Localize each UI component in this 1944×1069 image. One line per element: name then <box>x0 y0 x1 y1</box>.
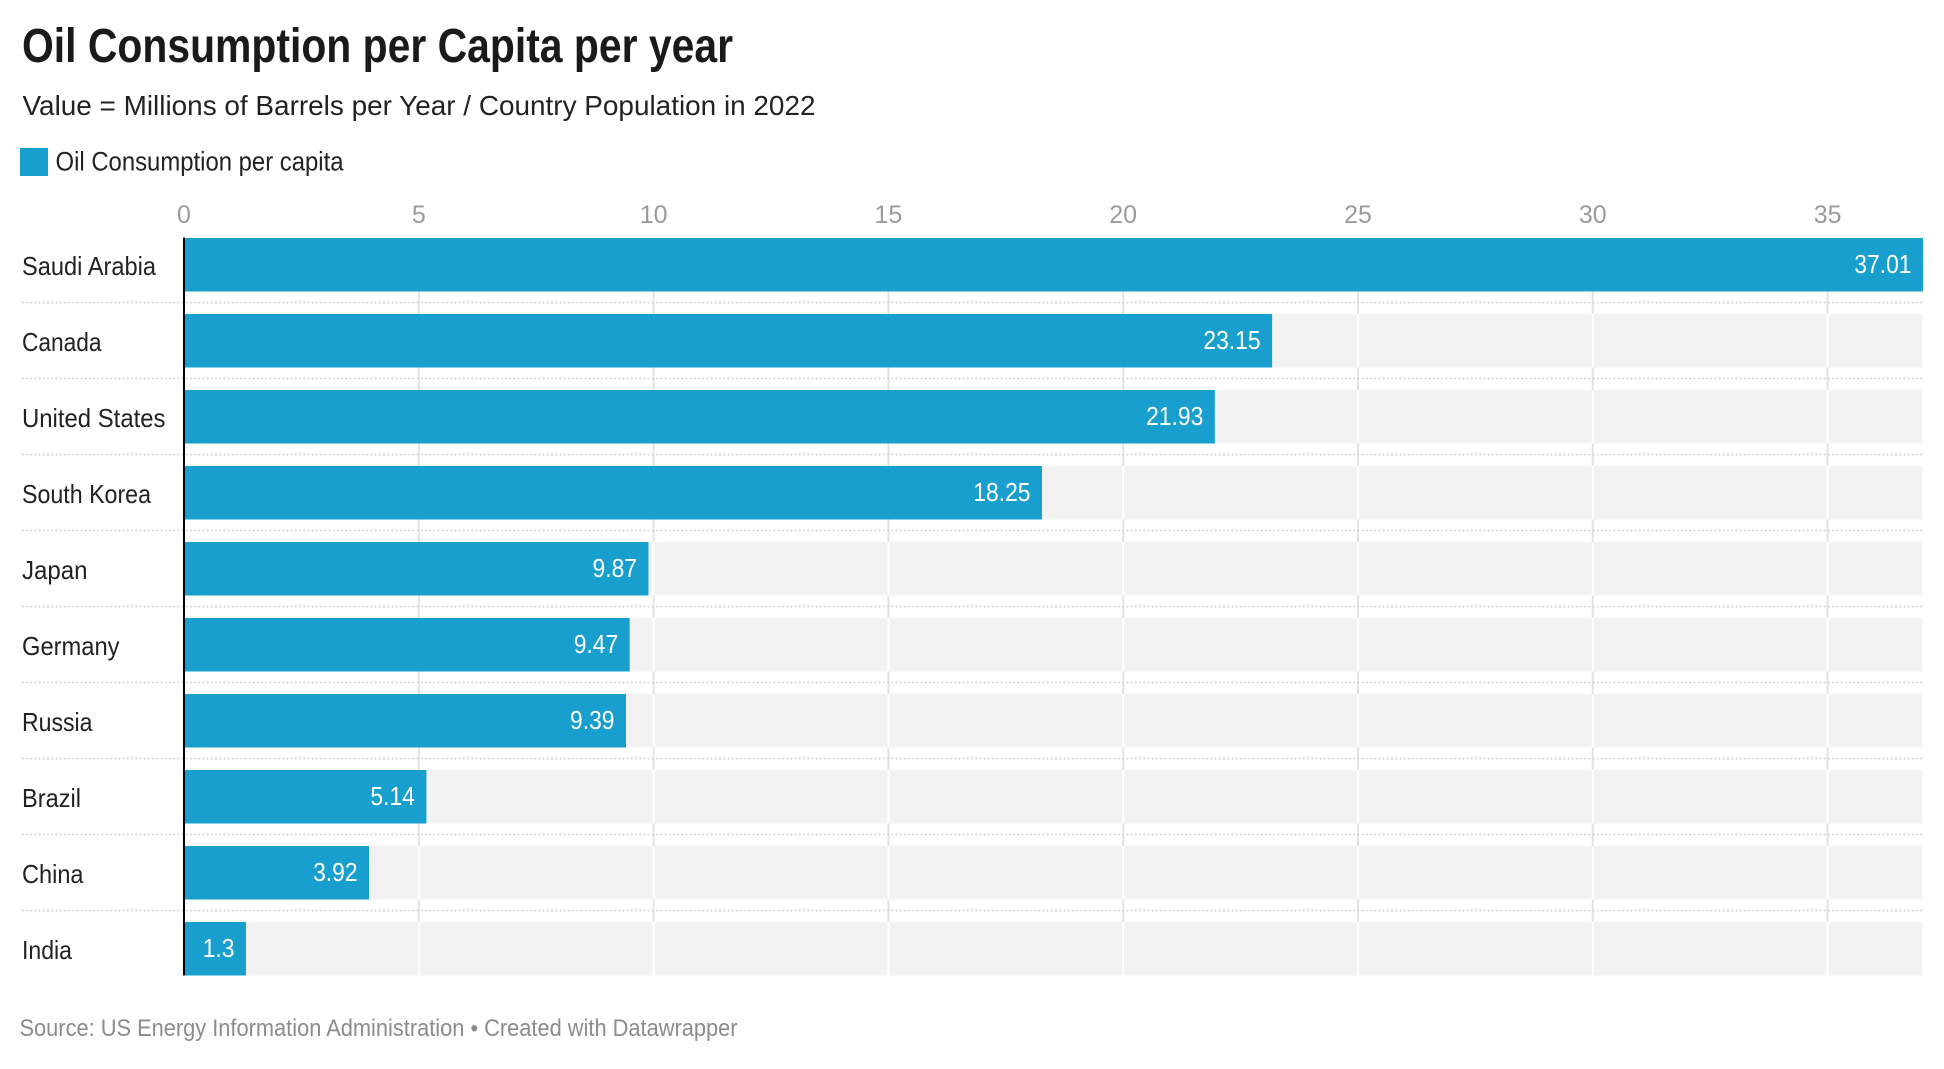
svg-text:23.15: 23.15 <box>1203 325 1260 355</box>
svg-text:Japan: Japan <box>22 555 88 585</box>
svg-text:21.93: 21.93 <box>1146 401 1203 431</box>
svg-text:Saudi Arabia: Saudi Arabia <box>22 251 156 281</box>
svg-text:9.87: 9.87 <box>593 553 638 583</box>
svg-text:30: 30 <box>1579 201 1607 229</box>
svg-text:Oil Consumption per Capita per: Oil Consumption per Capita per year <box>22 20 733 73</box>
svg-text:5.14: 5.14 <box>370 781 415 811</box>
svg-text:Value = Millions of Barrels pe: Value = Millions of Barrels per Year / C… <box>23 90 816 121</box>
svg-text:3.92: 3.92 <box>313 857 358 887</box>
svg-text:Source: US Energy Information: Source: US Energy Information Administra… <box>20 1015 738 1042</box>
svg-text:18.25: 18.25 <box>973 477 1030 507</box>
svg-text:India: India <box>22 935 72 965</box>
svg-text:Russia: Russia <box>22 707 93 737</box>
svg-text:Canada: Canada <box>22 327 102 357</box>
svg-text:25: 25 <box>1344 201 1372 229</box>
svg-text:Germany: Germany <box>22 631 120 661</box>
svg-text:35: 35 <box>1814 201 1842 229</box>
svg-text:Oil Consumption per capita: Oil Consumption per capita <box>56 147 345 177</box>
svg-text:10: 10 <box>640 201 668 229</box>
svg-text:9.39: 9.39 <box>570 705 615 735</box>
svg-text:China: China <box>22 859 84 889</box>
svg-text:20: 20 <box>1109 201 1137 229</box>
svg-text:37.01: 37.01 <box>1854 249 1911 279</box>
svg-text:Brazil: Brazil <box>22 783 81 813</box>
svg-text:5: 5 <box>412 201 426 229</box>
svg-text:9.47: 9.47 <box>574 629 619 659</box>
svg-text:1.3: 1.3 <box>203 933 235 963</box>
svg-text:0: 0 <box>177 201 191 229</box>
svg-text:15: 15 <box>874 201 902 229</box>
svg-text:United States: United States <box>22 403 166 433</box>
svg-text:South Korea: South Korea <box>22 479 151 509</box>
